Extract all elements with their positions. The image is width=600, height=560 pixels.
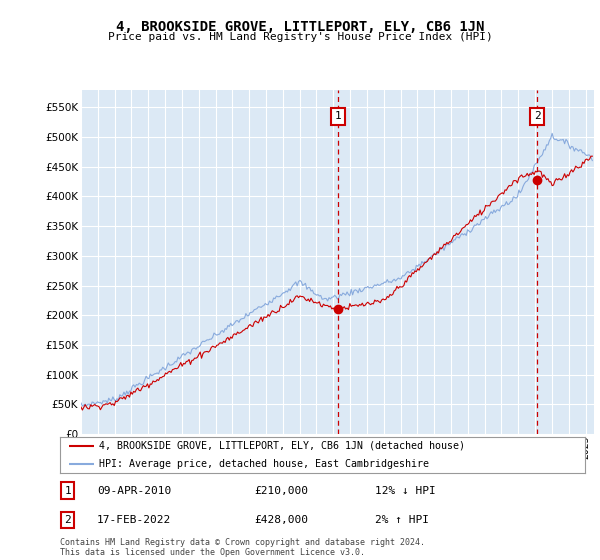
Text: 2: 2 <box>534 111 541 122</box>
Text: Price paid vs. HM Land Registry's House Price Index (HPI): Price paid vs. HM Land Registry's House … <box>107 32 493 43</box>
Text: Contains HM Land Registry data © Crown copyright and database right 2024.
This d: Contains HM Land Registry data © Crown c… <box>60 538 425 557</box>
Text: 4, BROOKSIDE GROVE, LITTLEPORT, ELY, CB6 1JN (detached house): 4, BROOKSIDE GROVE, LITTLEPORT, ELY, CB6… <box>100 441 466 451</box>
Text: 12% ↓ HPI: 12% ↓ HPI <box>375 486 436 496</box>
Text: HPI: Average price, detached house, East Cambridgeshire: HPI: Average price, detached house, East… <box>100 459 430 469</box>
Text: 09-APR-2010: 09-APR-2010 <box>97 486 171 496</box>
Text: 1: 1 <box>334 111 341 122</box>
Text: 2% ↑ HPI: 2% ↑ HPI <box>375 515 429 525</box>
Text: 4, BROOKSIDE GROVE, LITTLEPORT, ELY, CB6 1JN: 4, BROOKSIDE GROVE, LITTLEPORT, ELY, CB6… <box>116 20 484 34</box>
Text: 17-FEB-2022: 17-FEB-2022 <box>97 515 171 525</box>
Text: 1: 1 <box>65 486 71 496</box>
Text: £428,000: £428,000 <box>254 515 308 525</box>
Text: 2: 2 <box>65 515 71 525</box>
Text: £210,000: £210,000 <box>254 486 308 496</box>
